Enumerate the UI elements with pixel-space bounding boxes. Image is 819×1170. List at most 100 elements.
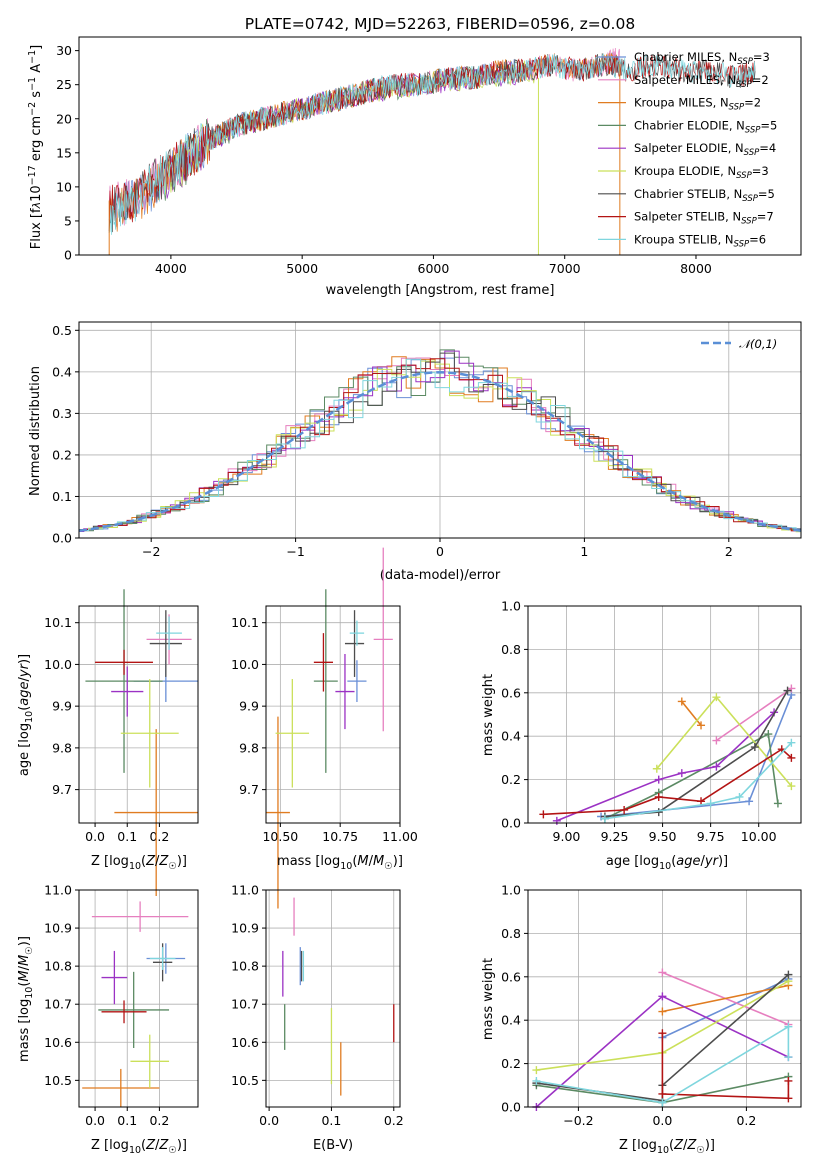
y-tick-label: 0.5 bbox=[52, 323, 72, 338]
data-marker bbox=[783, 686, 792, 695]
x-tick-label: 1 bbox=[580, 544, 588, 559]
data-marker bbox=[706, 799, 715, 808]
x-tick-label: −2 bbox=[142, 544, 160, 559]
spectrum-line bbox=[157, 61, 539, 199]
mass-age-panel: 10.50 10.75 11.00 9.7 9.8 9.9 10.0 10.1 bbox=[231, 547, 418, 909]
data-marker bbox=[658, 992, 667, 1001]
data-marker bbox=[784, 1053, 793, 1062]
y-tick-label: 0.6 bbox=[501, 969, 521, 984]
y-tick-label: 0.4 bbox=[52, 364, 72, 379]
y-tick-label: 10.5 bbox=[231, 1073, 259, 1088]
z-massweight-ylabel: mass weight bbox=[481, 958, 496, 1040]
axes-frame bbox=[265, 605, 401, 824]
legend-label: Salpeter STELIB, NSSP=7 bbox=[634, 210, 774, 227]
mass-weight-line bbox=[681, 700, 702, 726]
mass-weight-line bbox=[601, 694, 793, 818]
x-tick-label: 11.00 bbox=[382, 829, 418, 844]
residual-ylabel: Normed distribution bbox=[28, 366, 43, 496]
z-age-xlabel: Z [log10(Z/Z☉)] bbox=[91, 854, 187, 872]
axes-frame bbox=[78, 605, 199, 824]
mass-weight-line bbox=[604, 732, 779, 820]
y-tick-label: 10.5 bbox=[44, 1073, 72, 1088]
y-tick-label: 0.3 bbox=[52, 406, 72, 421]
data-marker bbox=[712, 693, 721, 702]
axes-frame bbox=[527, 605, 802, 824]
x-tick-label: 0.2 bbox=[149, 1113, 169, 1128]
x-tick-label: 9.25 bbox=[601, 829, 629, 844]
x-tick-label: 0.0 bbox=[85, 829, 105, 844]
mass-weight-line bbox=[715, 687, 792, 742]
axes-frame bbox=[78, 36, 802, 256]
age-massweight-panel: 9.00 9.25 9.50 9.75 10.00 0.0 0.2 0.4 0.6 0.8 1.0 bbox=[501, 599, 802, 844]
x-tick-label: 0.1 bbox=[321, 1113, 341, 1128]
ebv-mass-xlabel: E(B-V) bbox=[313, 1138, 353, 1153]
x-tick-label: 9.75 bbox=[697, 829, 725, 844]
mass-weight-line bbox=[656, 695, 793, 787]
data-marker bbox=[764, 730, 773, 739]
x-tick-label: 0.2 bbox=[149, 829, 169, 844]
y-tick-label: 9.9 bbox=[52, 699, 72, 714]
residual-histogram bbox=[79, 358, 801, 532]
y-tick-label: 10.7 bbox=[44, 997, 72, 1012]
normal-pdf-curve bbox=[78, 371, 802, 532]
legend-label: Salpeter ELODIE, NSSP=4 bbox=[634, 141, 776, 158]
data-marker bbox=[620, 805, 629, 814]
data-marker bbox=[658, 1089, 667, 1098]
legend-label: 𝒩(0,1) bbox=[739, 337, 777, 351]
x-tick-label: 4000 bbox=[155, 261, 187, 276]
y-tick-label: 9.9 bbox=[239, 699, 259, 714]
residual-xlabel: (data-model)/error bbox=[380, 568, 501, 583]
spectrum-legend: Chabrier MILES, NSSP=3 Salpeter MILES, NS… bbox=[598, 50, 777, 249]
y-tick-label: 0.8 bbox=[501, 926, 521, 941]
data-marker bbox=[712, 762, 721, 771]
mass-weight-line bbox=[662, 978, 789, 1039]
data-marker bbox=[697, 721, 706, 730]
ebv-mass-panel: 0.0 0.1 0.2 10.5 10.6 10.7 10.8 10.9 11.0 bbox=[231, 883, 404, 1129]
y-tick-label: 30 bbox=[56, 43, 72, 58]
age-massweight-xlabel: age [log10(age/yr)] bbox=[606, 854, 728, 872]
y-tick-label: 10.1 bbox=[44, 615, 72, 630]
x-tick-label: 0.0 bbox=[259, 1113, 279, 1128]
mass-age-xlabel: mass [log10(M/M☉)] bbox=[277, 854, 403, 872]
data-marker bbox=[600, 814, 609, 823]
data-marker bbox=[652, 764, 661, 773]
data-marker bbox=[787, 782, 796, 791]
legend-label: Chabrier STELIB, NSSP=5 bbox=[634, 187, 775, 204]
mass-weight-line bbox=[536, 1025, 790, 1104]
y-tick-label: 15 bbox=[56, 145, 72, 160]
z-mass-ylabel: mass [log10(M/M☉)] bbox=[17, 936, 35, 1062]
mass-weight-line bbox=[556, 711, 775, 822]
spectrum-line bbox=[157, 61, 539, 201]
data-marker bbox=[654, 775, 663, 784]
data-marker bbox=[784, 1022, 793, 1031]
data-marker bbox=[658, 1007, 667, 1016]
x-tick-label: 7000 bbox=[549, 261, 581, 276]
y-tick-label: 10 bbox=[56, 179, 72, 194]
data-marker bbox=[784, 1094, 793, 1103]
data-marker bbox=[658, 1029, 667, 1038]
x-tick-label: 9.00 bbox=[553, 829, 581, 844]
legend-label: Kroupa MILES, NSSP=2 bbox=[634, 96, 761, 113]
data-marker bbox=[787, 753, 796, 762]
x-tick-label: 0.2 bbox=[384, 1113, 404, 1128]
legend-label: Chabrier MILES, NSSP=3 bbox=[634, 50, 770, 67]
y-tick-label: 10.9 bbox=[44, 921, 72, 936]
data-marker bbox=[773, 799, 782, 808]
x-tick-label: 0.2 bbox=[736, 1113, 756, 1128]
x-tick-label: 0.0 bbox=[85, 1113, 105, 1128]
z-age-ylabel: age [log10(age/yr)] bbox=[17, 654, 35, 776]
y-tick-label: 11.0 bbox=[231, 883, 259, 898]
data-marker bbox=[654, 792, 663, 801]
y-tick-label: 20 bbox=[56, 111, 72, 126]
residual-histogram-panel: −2 −1 0 1 2 0.0 0.1 0.2 0.3 0.4 0.5 𝒩(0,1) bbox=[52, 321, 802, 559]
y-tick-label: 10.6 bbox=[44, 1035, 72, 1050]
x-tick-label: 10.50 bbox=[262, 829, 298, 844]
y-tick-label: 10.7 bbox=[231, 997, 259, 1012]
data-marker bbox=[532, 1066, 541, 1075]
data-marker bbox=[552, 816, 561, 825]
y-tick-label: 10.0 bbox=[44, 657, 72, 672]
data-marker bbox=[539, 810, 548, 819]
y-tick-label: 0.4 bbox=[501, 729, 521, 744]
x-tick-label: 0.1 bbox=[117, 829, 137, 844]
axes-frame bbox=[78, 889, 199, 1108]
